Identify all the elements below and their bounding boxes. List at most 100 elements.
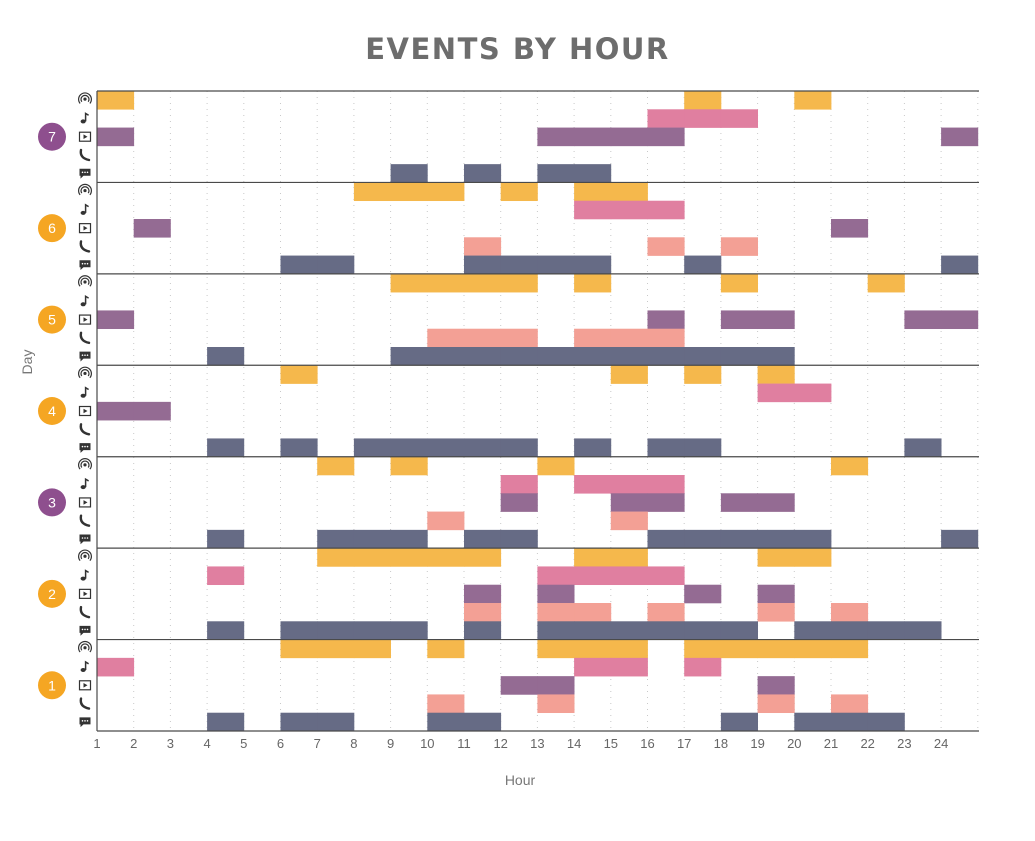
- x-tick-label: 5: [240, 736, 247, 751]
- podcast-icon: [78, 640, 92, 653]
- play-video-icon: [78, 223, 92, 234]
- day-badge-label: 5: [48, 312, 56, 328]
- cell-day4-message-hour9: [390, 438, 428, 458]
- cell-day2-message-hour22: [867, 621, 905, 640]
- cell-day4-podcast-hour15: [610, 365, 648, 384]
- cell-day3-video-hour18: [720, 493, 758, 512]
- cell-day4-message-hour17: [684, 438, 722, 458]
- cell-day1-podcast-hour6: [280, 639, 318, 659]
- cell-day3-video-hour19: [757, 493, 795, 512]
- chart-title: EVENTS BY HOUR: [365, 32, 670, 66]
- cell-day2-call-hour14: [574, 603, 612, 622]
- cell-day2-music-hour15: [610, 566, 648, 586]
- phone-icon: [79, 148, 91, 162]
- cell-day5-message-hour10: [427, 347, 465, 366]
- cell-day2-podcast-hour14: [574, 548, 612, 567]
- cell-day4-music-hour19: [757, 383, 795, 403]
- cell-day3-message-hour9: [390, 529, 428, 549]
- x-tick-label: 16: [640, 736, 654, 751]
- cell-day3-music-hour12: [500, 475, 538, 494]
- x-tick-label: 10: [420, 736, 434, 751]
- day-badge-circle: [38, 671, 66, 700]
- cell-day2-call-hour11: [464, 603, 502, 622]
- cell-day4-message-hour10: [427, 438, 465, 458]
- music-note-icon: [80, 569, 89, 581]
- cell-day7-message-hour14: [574, 164, 612, 183]
- cell-day6-video-hour2: [133, 219, 171, 238]
- cell-day5-podcast-hour11: [464, 273, 502, 293]
- x-axis-label: Hour: [505, 772, 536, 788]
- cell-day4-podcast-hour6: [280, 365, 318, 384]
- cell-day6-music-hour15: [610, 200, 648, 220]
- cell-day3-message-hour7: [317, 529, 355, 549]
- cell-day7-podcast-hour1: [97, 91, 135, 110]
- x-tick-label: 3: [167, 736, 174, 751]
- cell-day1-podcast-hour14: [574, 639, 612, 659]
- play-video-icon: [78, 314, 92, 325]
- cell-day1-podcast-hour18: [720, 639, 758, 659]
- cell-day1-call-hour13: [537, 694, 575, 714]
- cell-day1-call-hour10: [427, 694, 465, 714]
- x-tick-label: 21: [824, 736, 838, 751]
- day-badge-7: 7: [38, 122, 66, 151]
- day-badge-circle: [38, 579, 66, 608]
- cell-day2-call-hour21: [831, 603, 869, 622]
- cell-day2-music-hour13: [537, 566, 575, 586]
- cell-day5-video-hour23: [904, 310, 942, 330]
- cell-day1-message-hour18: [720, 712, 758, 732]
- cell-day6-podcast-hour10: [427, 182, 465, 202]
- cell-day1-podcast-hour19: [757, 639, 795, 659]
- cell-day2-music-hour4: [207, 566, 245, 586]
- cell-day7-video-hour13: [537, 127, 575, 147]
- cell-day5-message-hour16: [647, 347, 685, 366]
- cell-day1-music-hour15: [610, 657, 648, 677]
- x-tick-label: 22: [860, 736, 874, 751]
- cell-day6-video-hour21: [831, 219, 869, 238]
- cell-day5-video-hour18: [720, 310, 758, 330]
- cell-day2-video-hour19: [757, 584, 795, 604]
- podcast-icon: [78, 275, 92, 287]
- music-note-icon: [80, 294, 89, 307]
- phone-icon: [79, 331, 91, 345]
- cell-day3-podcast-hour9: [390, 456, 428, 476]
- band-separators: [96, 90, 979, 732]
- cell-day2-message-hour11: [464, 621, 502, 640]
- chat-message-icon: [79, 625, 91, 636]
- x-tick-label: 17: [677, 736, 691, 751]
- cell-day3-message-hour20: [794, 529, 832, 549]
- cell-day1-podcast-hour10: [427, 639, 465, 659]
- chat-message-icon: [79, 534, 91, 545]
- x-tick-label: 7: [314, 736, 321, 751]
- cell-day2-podcast-hour10: [427, 548, 465, 567]
- music-note-icon: [80, 660, 89, 672]
- day-badge-circle: [38, 214, 66, 243]
- cell-day5-podcast-hour12: [500, 273, 538, 293]
- cell-day6-message-hour6: [280, 255, 318, 275]
- cell-day5-podcast-hour9: [390, 273, 428, 293]
- cell-day5-message-hour19: [757, 347, 795, 366]
- cell-day3-message-hour18: [720, 529, 758, 549]
- cell-day1-message-hour21: [831, 712, 869, 732]
- phone-icon: [79, 605, 91, 619]
- cell-day7-video-hour16: [647, 127, 685, 147]
- cell-day4-message-hour4: [207, 438, 245, 458]
- music-note-icon: [80, 386, 89, 398]
- cell-day6-podcast-hour8: [353, 182, 391, 202]
- cell-day6-podcast-hour14: [574, 182, 612, 202]
- cell-day2-podcast-hour20: [794, 548, 832, 567]
- play-video-icon: [78, 497, 92, 508]
- cell-day4-podcast-hour19: [757, 365, 795, 384]
- cell-day6-podcast-hour9: [390, 182, 428, 202]
- cell-day2-message-hour17: [684, 621, 722, 640]
- cell-day7-music-hour16: [647, 109, 685, 128]
- cell-day3-message-hour24: [941, 529, 979, 549]
- cell-day5-message-hour17: [684, 347, 722, 366]
- music-note-icon: [80, 203, 89, 215]
- day-badge-label: 7: [48, 129, 56, 145]
- day-badge-label: 1: [48, 677, 56, 693]
- x-tick-label: 24: [934, 736, 948, 751]
- day-badge-circle: [38, 488, 66, 517]
- x-tick-label: 2: [130, 736, 137, 751]
- cell-day2-call-hour13: [537, 603, 575, 622]
